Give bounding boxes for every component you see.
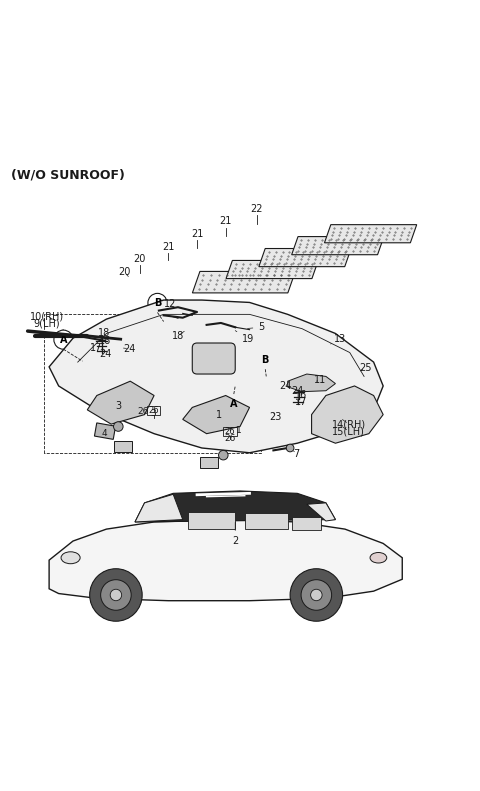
Text: 15(LH): 15(LH) (332, 426, 365, 437)
Text: 5: 5 (248, 322, 264, 332)
Text: 20: 20 (133, 254, 146, 264)
Text: 21: 21 (219, 216, 232, 226)
Text: B: B (154, 298, 161, 308)
Text: 26: 26 (225, 427, 235, 437)
Text: 26: 26 (224, 434, 236, 443)
Polygon shape (307, 503, 336, 521)
Text: 22: 22 (251, 204, 263, 214)
Bar (115, 441, 132, 452)
Circle shape (311, 589, 322, 600)
Text: 18: 18 (172, 331, 184, 341)
Text: 12: 12 (164, 299, 176, 308)
Polygon shape (292, 237, 384, 255)
Circle shape (101, 580, 131, 610)
Polygon shape (312, 386, 383, 443)
Polygon shape (192, 271, 295, 293)
Text: 3: 3 (150, 409, 156, 418)
Text: 16: 16 (295, 389, 307, 399)
Text: A: A (230, 399, 238, 409)
Polygon shape (135, 494, 183, 522)
Polygon shape (288, 374, 336, 392)
Polygon shape (259, 248, 351, 267)
Text: 21: 21 (162, 242, 175, 252)
Text: 25: 25 (359, 363, 372, 373)
Polygon shape (226, 260, 318, 278)
Ellipse shape (370, 552, 387, 563)
Text: 24: 24 (99, 349, 112, 358)
Text: 26: 26 (148, 406, 159, 414)
Text: 9(LH): 9(LH) (34, 319, 63, 330)
Polygon shape (49, 300, 383, 452)
Circle shape (90, 569, 142, 621)
Text: 19: 19 (235, 331, 254, 344)
Text: 17: 17 (295, 397, 307, 407)
Circle shape (114, 422, 123, 431)
Bar (200, 456, 217, 468)
Bar (95, 423, 116, 439)
Polygon shape (135, 491, 336, 522)
Bar (292, 517, 321, 530)
Bar (223, 427, 237, 436)
Circle shape (301, 580, 332, 610)
Bar (147, 406, 160, 414)
Text: A: A (60, 335, 67, 345)
Bar (188, 513, 235, 529)
Polygon shape (324, 225, 417, 243)
Text: 24: 24 (291, 386, 303, 396)
Text: 16: 16 (99, 335, 111, 346)
Polygon shape (49, 520, 402, 600)
Text: 24: 24 (123, 344, 135, 354)
Bar (245, 513, 288, 529)
Polygon shape (183, 396, 250, 433)
Text: 14(RH): 14(RH) (332, 419, 366, 430)
Ellipse shape (61, 552, 80, 564)
Text: 10(RH): 10(RH) (30, 312, 64, 322)
Text: 17: 17 (90, 343, 102, 353)
Text: 23: 23 (270, 412, 282, 422)
Circle shape (290, 569, 343, 621)
Text: 2: 2 (232, 522, 239, 546)
Text: 26: 26 (137, 407, 149, 416)
Circle shape (218, 450, 228, 460)
Text: 21: 21 (191, 229, 203, 239)
Text: (W/O SUNROOF): (W/O SUNROOF) (11, 168, 125, 182)
Text: 24: 24 (279, 381, 291, 391)
Text: 13: 13 (331, 334, 347, 344)
Circle shape (110, 589, 121, 600)
Polygon shape (87, 381, 154, 424)
FancyBboxPatch shape (192, 343, 235, 374)
Text: 7: 7 (293, 448, 300, 459)
Text: 1: 1 (216, 410, 222, 419)
Circle shape (286, 445, 294, 452)
Text: 20: 20 (119, 267, 131, 278)
Text: 4: 4 (101, 430, 107, 438)
Text: 3: 3 (115, 401, 121, 411)
Text: 18: 18 (98, 328, 110, 339)
Text: 1: 1 (236, 426, 241, 435)
Text: B: B (262, 354, 269, 365)
Text: 11: 11 (314, 375, 326, 384)
